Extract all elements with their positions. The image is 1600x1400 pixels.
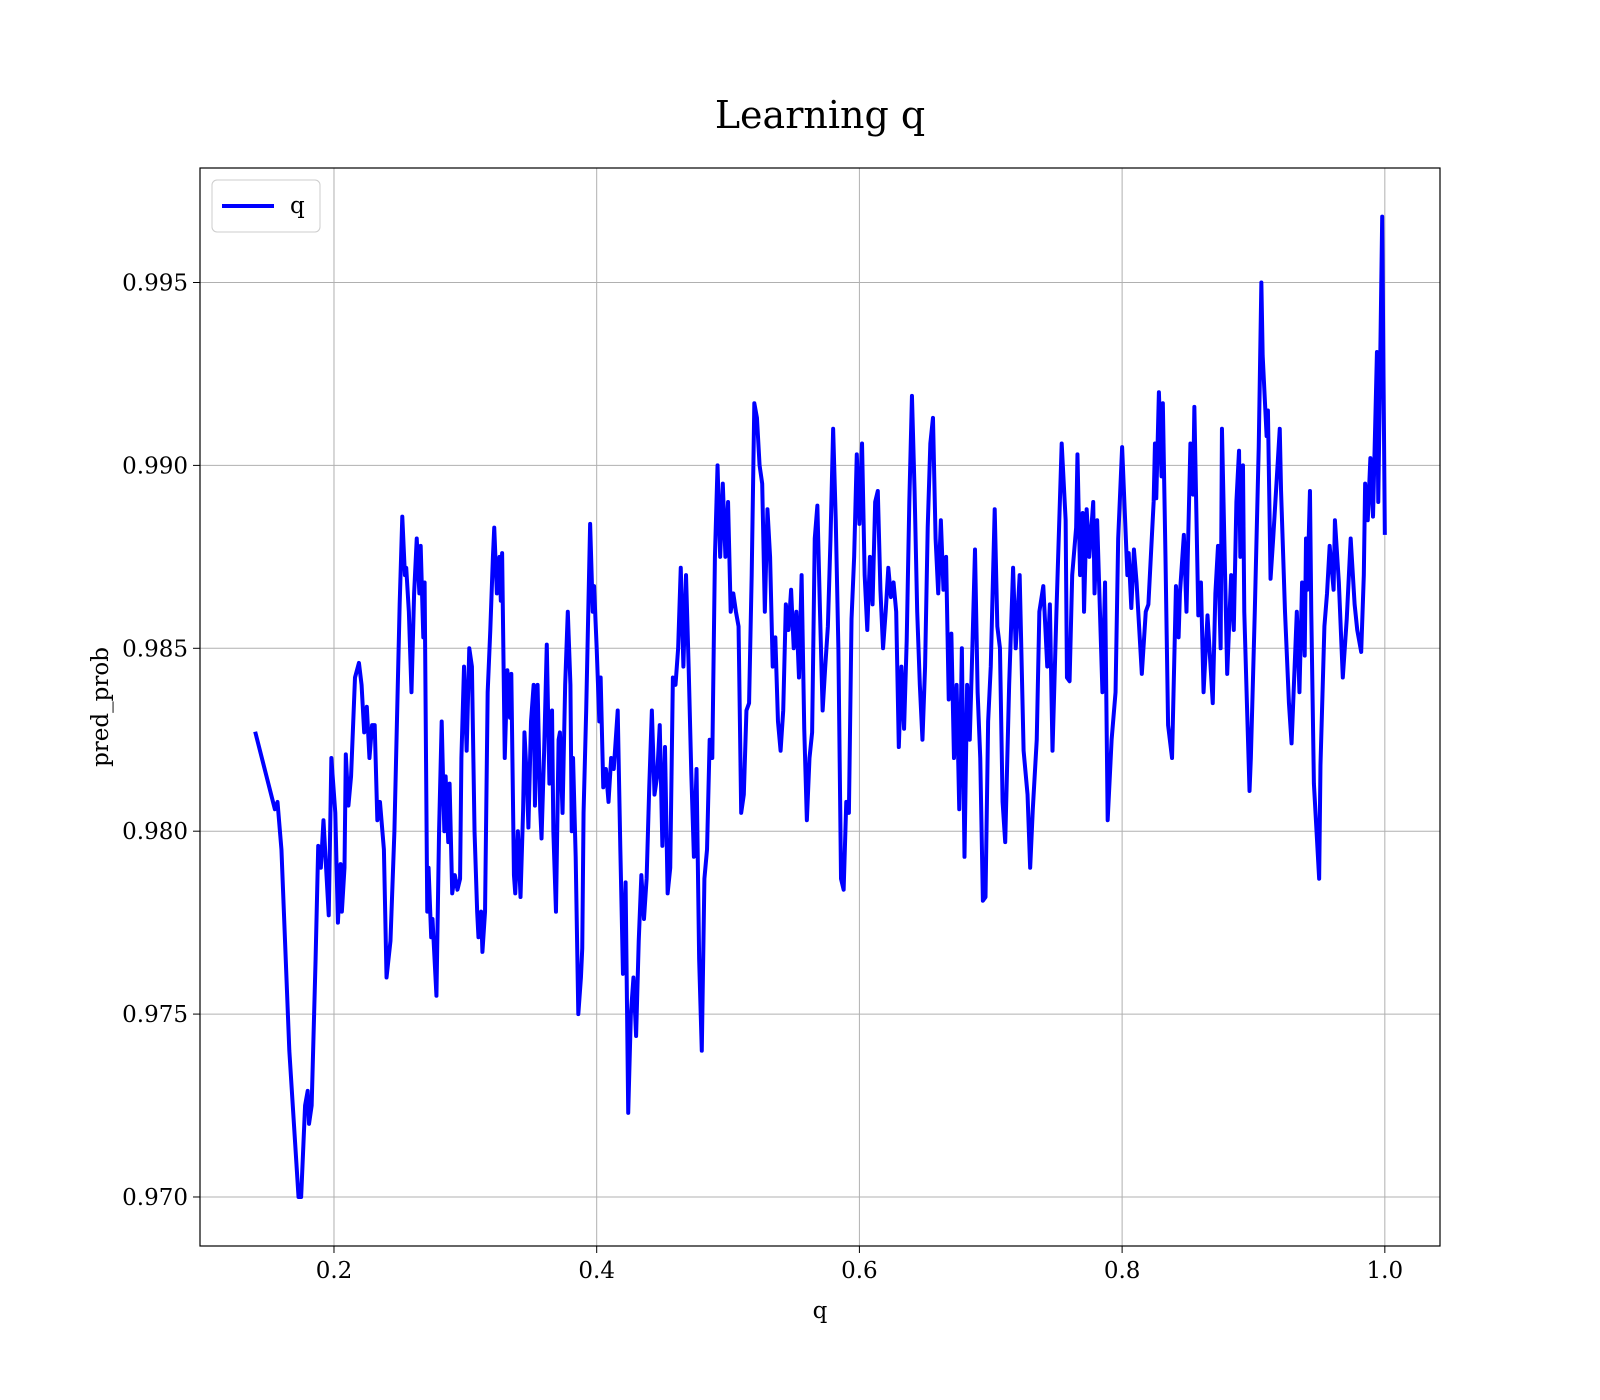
x-tick-label: 0.4 <box>578 1258 615 1284</box>
x-tick-label: 0.2 <box>316 1258 353 1284</box>
y-tick-label: 0.990 <box>122 453 188 479</box>
x-tick-label: 0.8 <box>1104 1258 1141 1284</box>
y-axis-label: pred_prob <box>88 647 114 767</box>
y-tick-label: 0.970 <box>122 1185 188 1211</box>
y-tick-label: 0.980 <box>122 819 188 845</box>
x-axis-label: q <box>813 1298 828 1324</box>
legend: q <box>211 179 321 233</box>
plot-frame <box>199 167 1441 1247</box>
x-tick-label: 1.0 <box>1367 1258 1404 1284</box>
legend-label: q <box>290 193 305 219</box>
y-tick-label: 0.975 <box>122 1002 188 1028</box>
x-tick-label: 0.6 <box>841 1258 878 1284</box>
data-line <box>253 214 1387 1199</box>
chart-title: Learning q <box>715 93 925 137</box>
y-tick-label: 0.985 <box>122 636 188 662</box>
y-tick-label: 0.995 <box>122 270 188 296</box>
